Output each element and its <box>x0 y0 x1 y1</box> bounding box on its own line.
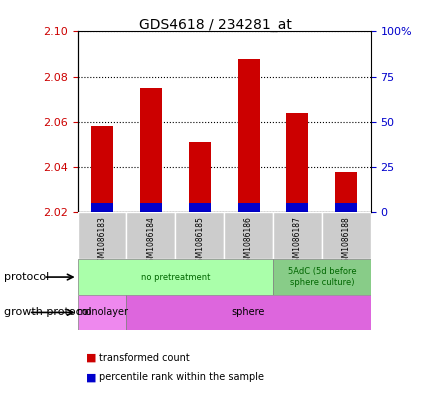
FancyBboxPatch shape <box>175 212 224 259</box>
Text: protocol: protocol <box>4 272 49 282</box>
Text: sphere: sphere <box>231 307 264 318</box>
Text: transformed count: transformed count <box>99 353 190 363</box>
FancyBboxPatch shape <box>272 259 370 295</box>
FancyBboxPatch shape <box>77 295 126 330</box>
FancyBboxPatch shape <box>272 212 321 259</box>
Text: ■: ■ <box>86 353 96 363</box>
Bar <box>286 113 307 212</box>
Text: 5AdC (5d before
sphere culture): 5AdC (5d before sphere culture) <box>287 267 355 287</box>
Text: no pretreatment: no pretreatment <box>140 273 209 281</box>
Text: GSM1086186: GSM1086186 <box>243 216 252 267</box>
Bar <box>237 203 259 212</box>
Text: GDS4618 / 234281_at: GDS4618 / 234281_at <box>139 18 291 32</box>
FancyBboxPatch shape <box>126 295 370 330</box>
Bar <box>335 172 356 212</box>
FancyBboxPatch shape <box>126 212 175 259</box>
Bar <box>91 127 113 212</box>
Text: percentile rank within the sample: percentile rank within the sample <box>99 372 264 382</box>
Text: ■: ■ <box>86 372 96 382</box>
Bar <box>139 203 161 212</box>
Bar <box>286 203 307 212</box>
Bar <box>335 203 356 212</box>
FancyBboxPatch shape <box>224 212 272 259</box>
Bar <box>91 203 113 212</box>
Text: GSM1086184: GSM1086184 <box>146 216 155 267</box>
Bar <box>188 203 210 212</box>
Bar <box>139 88 161 212</box>
FancyBboxPatch shape <box>77 212 126 259</box>
Text: GSM1086183: GSM1086183 <box>97 216 106 267</box>
FancyBboxPatch shape <box>321 212 370 259</box>
Bar <box>237 59 259 212</box>
Text: GSM1086187: GSM1086187 <box>292 216 301 267</box>
FancyBboxPatch shape <box>77 259 272 295</box>
Text: GSM1086188: GSM1086188 <box>341 216 350 267</box>
Bar <box>188 142 210 212</box>
Text: growth protocol: growth protocol <box>4 307 92 318</box>
Text: monolayer: monolayer <box>76 307 128 318</box>
Text: GSM1086185: GSM1086185 <box>195 216 204 267</box>
